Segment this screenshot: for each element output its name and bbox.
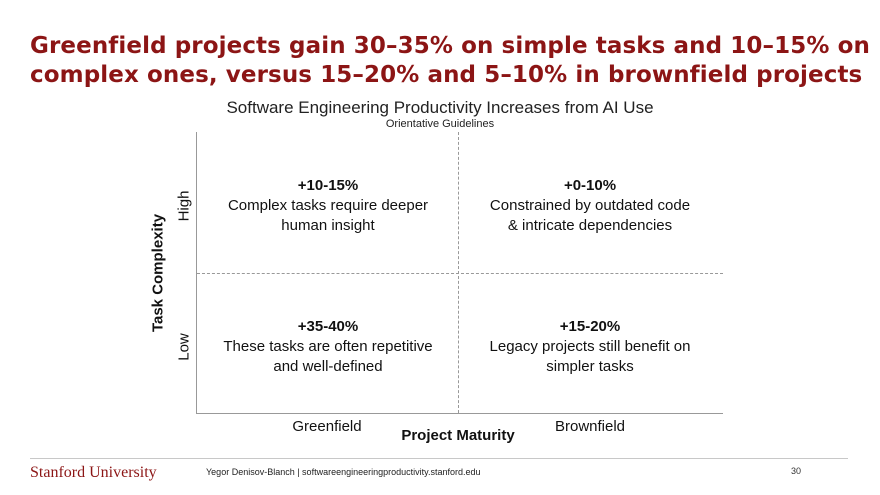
- page-number: 30: [791, 466, 802, 476]
- chart-subtitle: Orientative Guidelines: [385, 118, 495, 130]
- headline-line-1: Greenfield projects gain 30–35% on simpl…: [30, 33, 870, 59]
- quadrant-text: simpler tasks: [546, 358, 634, 375]
- quadrant-high-brownfield: +0-10% Constrained by outdated code & in…: [459, 176, 721, 236]
- quadrant-text: Complex tasks require deeper: [227, 197, 429, 214]
- footer-credit: Yegor Denisov-Blanch | softwareengineeri…: [206, 467, 481, 477]
- chart-title: Software Engineering Productivity Increa…: [226, 98, 654, 117]
- footer-divider: [30, 458, 848, 459]
- horizontal-divider: [197, 273, 723, 274]
- quadrant-text: Constrained by outdated code: [489, 197, 691, 214]
- quadrant-text: These tasks are often repetitive: [223, 338, 433, 355]
- y-axis-label: Task Complexity: [149, 213, 167, 333]
- quadrant-low-brownfield: +15-20% Legacy projects still benefit on…: [459, 317, 721, 377]
- quadrant-text: Legacy projects still benefit on: [489, 338, 691, 355]
- vertical-divider: [458, 132, 459, 413]
- slide-headline: Greenfield projects gain 30–35% on simpl…: [30, 32, 870, 90]
- quadrant-percentage: +0-10%: [563, 177, 617, 194]
- quadrant-text: human insight: [281, 217, 375, 234]
- quadrant-percentage: +35-40%: [297, 318, 359, 335]
- quadrant-percentage: +15-20%: [559, 318, 621, 335]
- headline-line-2: complex ones, versus 15–20% and 5–10% in…: [30, 62, 863, 88]
- y-tick-low: Low: [175, 333, 193, 361]
- x-tick-brownfield: Brownfield: [554, 418, 626, 435]
- stanford-logo: Stanford University: [30, 464, 157, 481]
- quadrant-percentage: +10-15%: [297, 177, 359, 194]
- quadrant-axes: +10-15% Complex tasks require deeper hum…: [196, 132, 723, 414]
- quadrant-high-greenfield: +10-15% Complex tasks require deeper hum…: [197, 176, 459, 236]
- quadrant-low-greenfield: +35-40% These tasks are often repetitive…: [197, 317, 459, 377]
- quadrant-text: and well-defined: [273, 358, 383, 375]
- y-tick-high: High: [175, 190, 193, 222]
- x-tick-greenfield: Greenfield: [292, 418, 362, 435]
- quadrant-text: & intricate dependencies: [507, 217, 673, 234]
- x-axis-label: Project Maturity: [401, 427, 515, 444]
